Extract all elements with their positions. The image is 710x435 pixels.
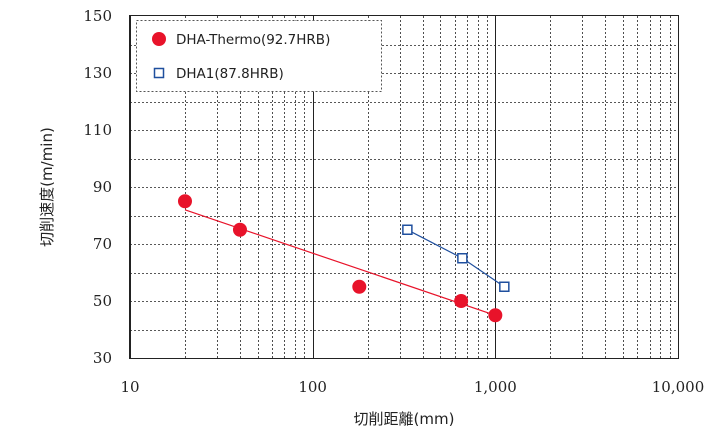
point-dha1 (499, 281, 510, 292)
plot-frame (129, 15, 679, 359)
legend: DHA-Thermo(92.7HRB) DHA1(87.8HRB) (136, 20, 382, 92)
point-dha-thermo (488, 308, 503, 323)
data-points (177, 194, 510, 323)
x-tick-label: 10,000 (652, 378, 705, 396)
y-tick-label: 150 (83, 7, 112, 25)
y-tick-label: 90 (93, 178, 112, 196)
trend-line-series-0 (184, 209, 496, 316)
y-tick-labels: 30 50 70 90 110 130 150 (83, 7, 112, 367)
y-tick-label: 30 (93, 349, 112, 367)
y-tick-label: 70 (93, 235, 112, 253)
point-dha-thermo (352, 279, 367, 294)
x-tick-label: 10 (120, 378, 139, 396)
legend-box (136, 20, 382, 92)
legend-marker-dha1 (153, 67, 165, 79)
y-tick-label: 130 (83, 64, 112, 82)
y-tick-label: 50 (93, 292, 112, 310)
y-axis-title: 切削速度(m/min) (38, 127, 56, 247)
x-tick-label: 100 (298, 378, 327, 396)
x-axis-title: 切削距離(mm) (354, 410, 455, 428)
y-tick-label: 110 (83, 121, 112, 139)
grid-lines (130, 16, 679, 358)
legend-label-dha-thermo: DHA-Thermo(92.7HRB) (176, 32, 330, 48)
point-dha1 (402, 224, 413, 235)
point-dha1 (457, 253, 468, 264)
point-dha-thermo (177, 194, 192, 209)
legend-label-dha1: DHA1(87.8HRB) (176, 66, 284, 82)
point-dha-thermo (232, 222, 247, 237)
x-tick-labels: 10 100 1,000 10,000 (120, 378, 704, 396)
point-dha-thermo (454, 294, 469, 308)
x-tick-label: 1,000 (474, 378, 517, 396)
legend-marker-dha-thermo (152, 32, 166, 46)
trend-line-series-1 (407, 229, 505, 288)
